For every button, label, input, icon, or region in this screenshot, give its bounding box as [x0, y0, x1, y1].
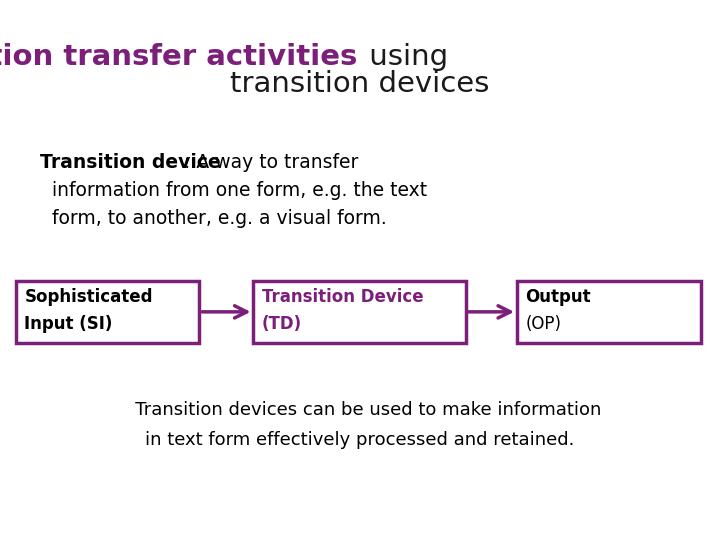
Text: Input (SI): Input (SI): [24, 315, 113, 333]
Text: in text form effectively processed and retained.: in text form effectively processed and r…: [145, 431, 575, 449]
Bar: [517, 281, 701, 343]
Text: : A way to transfer: : A way to transfer: [184, 152, 358, 172]
Bar: [16, 281, 199, 343]
Text: using: using: [360, 43, 448, 71]
Text: Information transfer activities: Information transfer activities: [0, 43, 358, 71]
Text: form, to another, e.g. a visual form.: form, to another, e.g. a visual form.: [40, 208, 387, 228]
Text: Transition device: Transition device: [40, 152, 220, 172]
Text: Output: Output: [526, 288, 591, 306]
Text: Sophisticated: Sophisticated: [24, 288, 153, 306]
Text: Transition Device: Transition Device: [262, 288, 423, 306]
Text: (OP): (OP): [526, 315, 562, 333]
Bar: [253, 281, 466, 343]
Text: transition devices: transition devices: [230, 70, 490, 98]
Text: Transition devices can be used to make information: Transition devices can be used to make i…: [118, 401, 602, 420]
Text: (TD): (TD): [262, 315, 302, 333]
Text: information from one form, e.g. the text: information from one form, e.g. the text: [40, 180, 427, 200]
